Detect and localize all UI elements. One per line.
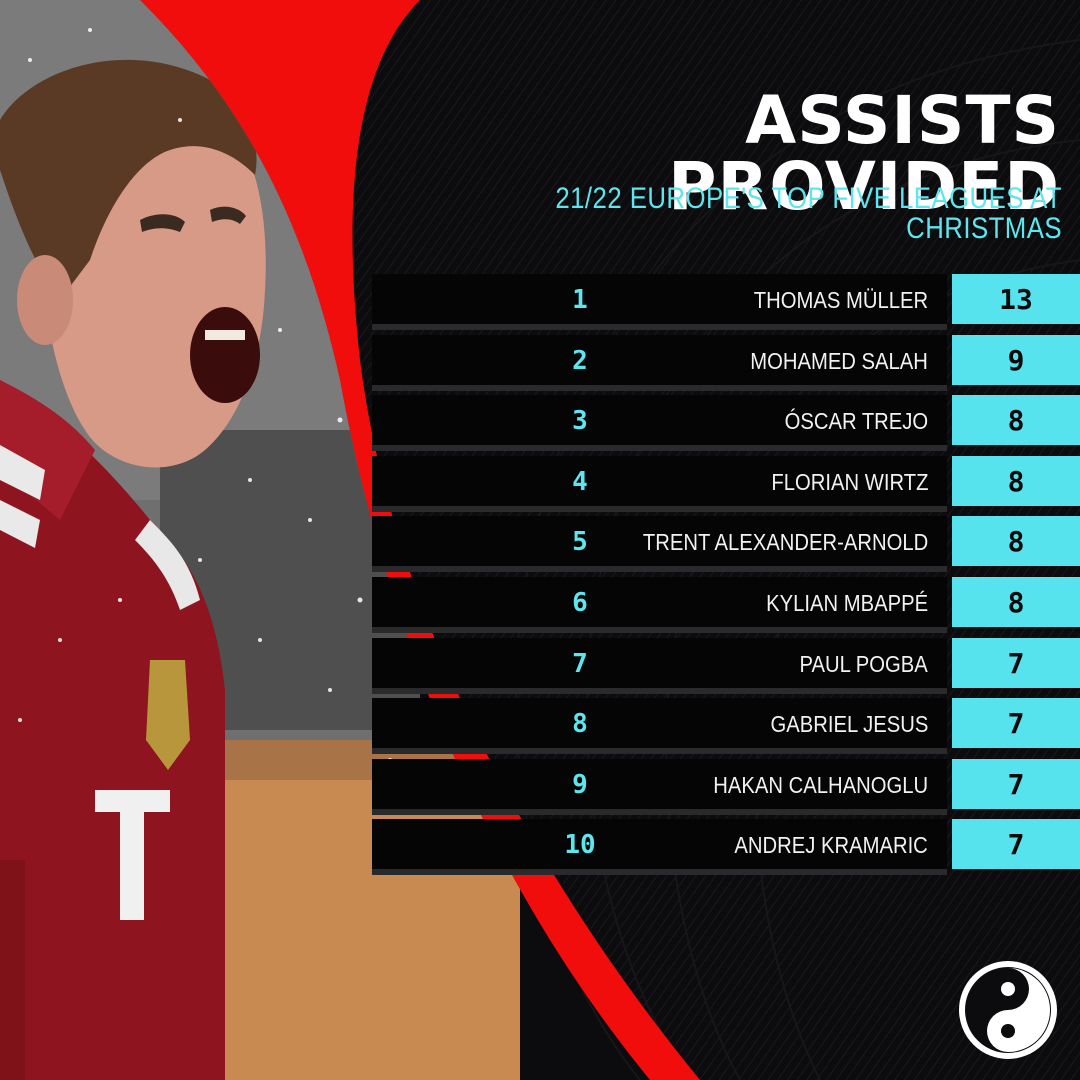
ranking-row: 6 KYLIAN MBAPPÉ 8 <box>372 577 1080 633</box>
yin-yang-logo-icon <box>959 961 1057 1059</box>
rank-number: 3 <box>572 406 588 437</box>
row-bar-edge <box>372 808 947 815</box>
row-bar-edge <box>372 566 947 573</box>
row-bar <box>372 577 947 627</box>
page-subtitle: 21/22 EUROPE'S TOP FIVE LEAGUES AT CHRIS… <box>555 182 1062 245</box>
assists-value: 7 <box>952 637 1080 688</box>
row-bar <box>372 455 947 506</box>
player-name: GABRIEL JESUS <box>770 711 928 738</box>
rank-number: 4 <box>572 466 588 497</box>
assists-value: 7 <box>952 698 1080 749</box>
assists-value: 7 <box>952 819 1080 870</box>
ranking-row: 10 ANDREJ KRAMARIC 7 <box>372 819 1080 876</box>
row-bar-edge <box>372 324 947 330</box>
assists-value: 8 <box>952 395 1080 446</box>
row-bar-edge <box>372 505 947 512</box>
player-name: FLORIAN WIRTZ <box>770 468 928 495</box>
rank-number: 9 <box>572 769 588 800</box>
ranking-row: 1 THOMAS MÜLLER 13 <box>372 274 1080 330</box>
assists-value: 7 <box>952 758 1080 809</box>
ranking-row: 9 HAKAN CALHANOGLU 7 <box>372 758 1080 815</box>
ranking-row: 3 ÓSCAR TREJO 8 <box>372 395 1080 452</box>
row-bar <box>372 698 947 749</box>
assists-value: 8 <box>952 516 1080 567</box>
player-name: TRENT ALEXANDER-ARNOLD <box>642 529 928 556</box>
row-bar-edge <box>372 748 947 755</box>
row-bar-edge <box>372 627 947 633</box>
player-name: ÓSCAR TREJO <box>784 408 928 435</box>
row-bar-edge <box>372 445 947 452</box>
player-name: HAKAN CALHANOGLU <box>713 771 928 798</box>
player-name: KYLIAN MBAPPÉ <box>766 590 928 616</box>
rank-number: 7 <box>572 648 588 679</box>
ranking-row: 7 PAUL POGBA 7 <box>372 637 1080 694</box>
row-bar <box>372 637 947 688</box>
ranking-row: 5 TRENT ALEXANDER-ARNOLD 8 <box>372 516 1080 573</box>
row-bar <box>372 758 947 809</box>
player-name: THOMAS MÜLLER <box>753 287 928 313</box>
rank-number: 1 <box>572 285 588 315</box>
row-bar-edge <box>372 384 947 391</box>
rank-number: 10 <box>564 830 596 861</box>
ranking-row: 4 FLORIAN WIRTZ 8 <box>372 455 1080 512</box>
rank-number: 5 <box>572 527 588 558</box>
row-bar <box>372 395 947 446</box>
row-bar <box>372 819 947 870</box>
row-bar-edge <box>372 687 947 694</box>
player-name: ANDREJ KRAMARIC <box>734 832 928 859</box>
row-bar <box>372 334 947 385</box>
rank-number: 6 <box>572 588 588 618</box>
assists-value: 8 <box>952 577 1080 627</box>
ranking-row: 8 GABRIEL JESUS 7 <box>372 698 1080 755</box>
rank-number: 2 <box>572 345 588 376</box>
row-bar <box>372 274 947 324</box>
assists-value: 13 <box>952 274 1080 324</box>
player-name: PAUL POGBA <box>799 650 928 677</box>
rank-number: 8 <box>572 709 588 740</box>
page-title: ASSISTS PROVIDED <box>668 82 1060 225</box>
ranking-row: 2 MOHAMED SALAH 9 <box>372 334 1080 391</box>
assists-value: 8 <box>952 455 1080 506</box>
row-bar-edge <box>372 869 947 876</box>
assists-value: 9 <box>952 334 1080 385</box>
row-bar <box>372 516 947 567</box>
player-name: MOHAMED SALAH <box>750 347 928 374</box>
